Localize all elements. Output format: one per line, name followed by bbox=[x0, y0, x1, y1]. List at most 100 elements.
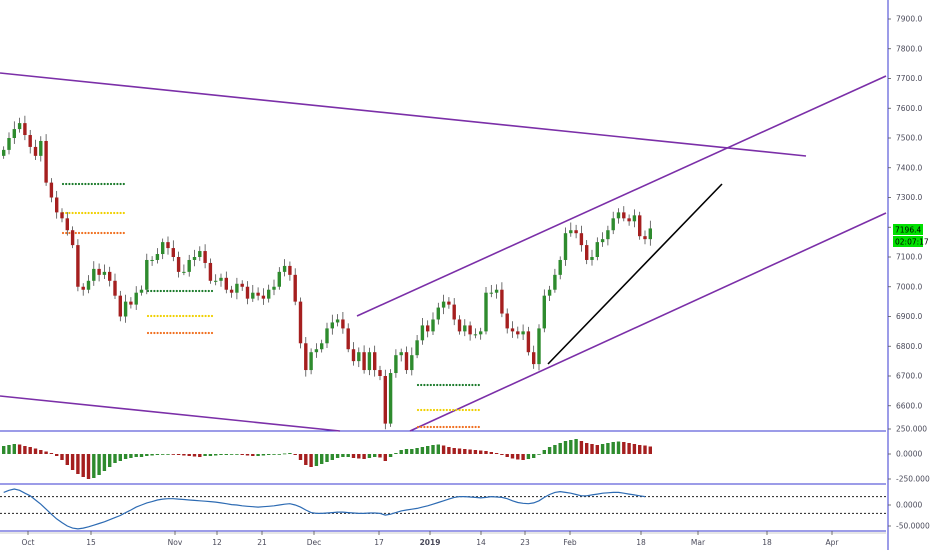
histogram-bar bbox=[595, 445, 599, 454]
date-tick-label: 12 bbox=[212, 538, 222, 547]
level-dot bbox=[461, 408, 464, 412]
histogram-bar bbox=[182, 454, 186, 456]
histogram-bar bbox=[378, 454, 382, 458]
candle bbox=[505, 313, 509, 329]
level-dots-green bbox=[146, 289, 214, 293]
price-tick-label: 6800.0 bbox=[896, 342, 922, 351]
price-axis[interactable]: 7900.0 7800.0 7700.0 7600.0 7500.0 7400.0 7300… bbox=[887, 0, 930, 550]
candle bbox=[17, 123, 22, 130]
histogram-bar bbox=[521, 454, 525, 460]
candle bbox=[611, 218, 615, 231]
histogram-bar bbox=[150, 454, 154, 456]
level-dot bbox=[103, 211, 106, 215]
level-dot bbox=[432, 425, 436, 429]
candle bbox=[65, 218, 69, 231]
histogram-bar bbox=[627, 443, 631, 454]
level-dot bbox=[122, 182, 125, 186]
candle bbox=[208, 262, 213, 281]
level-dot bbox=[210, 314, 214, 318]
hist-tick-label: 0.0000 bbox=[896, 450, 922, 459]
histogram-bar bbox=[314, 454, 319, 466]
histogram-bar bbox=[510, 454, 515, 459]
histogram-bar bbox=[245, 454, 250, 456]
candle bbox=[606, 230, 610, 240]
candle bbox=[436, 307, 440, 320]
histogram-bar bbox=[373, 454, 377, 457]
level-dot bbox=[81, 231, 84, 235]
candle bbox=[595, 242, 599, 257]
level-dot bbox=[416, 383, 420, 387]
date-axis[interactable]: Oct 15 Nov 12 21 Dec 17 2019 14 23 Feb 18 Mar 18 Apr bbox=[0, 531, 886, 547]
candle bbox=[192, 257, 197, 260]
level-dot bbox=[423, 408, 426, 412]
level-dot bbox=[113, 231, 116, 235]
level-dot bbox=[474, 408, 477, 412]
histogram-bar bbox=[420, 447, 425, 454]
candle bbox=[256, 292, 260, 296]
candle bbox=[272, 286, 276, 290]
price-tick-label: 7100.0 bbox=[896, 253, 922, 262]
level-dot bbox=[426, 425, 429, 429]
level-dot bbox=[77, 182, 81, 186]
price-tick-label: 6900.0 bbox=[896, 312, 922, 321]
date-tick-label: 2019 bbox=[420, 538, 441, 547]
histogram-bar bbox=[526, 454, 531, 459]
candle bbox=[394, 355, 398, 374]
candle bbox=[399, 352, 403, 356]
level-dot bbox=[445, 425, 448, 429]
level-dot bbox=[191, 289, 194, 293]
histogram-bar bbox=[277, 454, 281, 455]
candle bbox=[542, 295, 546, 329]
price-tick-label: 6600.0 bbox=[896, 401, 922, 410]
candle bbox=[161, 242, 165, 255]
level-dot bbox=[169, 331, 172, 335]
level-dot bbox=[448, 408, 452, 412]
candle bbox=[574, 230, 578, 234]
histogram-bar bbox=[516, 454, 520, 460]
histogram-bar bbox=[28, 447, 32, 454]
level-dot bbox=[471, 425, 474, 429]
level-dot bbox=[150, 331, 153, 335]
level-dot bbox=[146, 314, 150, 318]
histogram-bar bbox=[383, 454, 387, 461]
level-dot bbox=[109, 231, 113, 235]
candle bbox=[479, 331, 483, 335]
level-dot bbox=[429, 425, 432, 429]
histogram-bar bbox=[648, 446, 652, 454]
level-dot bbox=[178, 331, 182, 335]
candle bbox=[150, 259, 154, 261]
candle bbox=[282, 265, 287, 272]
histogram-bar bbox=[436, 444, 440, 454]
hist-tick-label: 250.000 bbox=[896, 425, 927, 434]
level-dot bbox=[477, 425, 480, 429]
level-dot bbox=[113, 182, 116, 186]
level-dots-green bbox=[416, 383, 480, 387]
level-dot bbox=[416, 425, 420, 429]
date-tick-label: 21 bbox=[257, 538, 267, 547]
level-dot bbox=[93, 231, 97, 235]
candle bbox=[76, 245, 80, 287]
level-dot bbox=[119, 231, 122, 235]
level-dot bbox=[458, 408, 461, 412]
level-dot bbox=[474, 383, 477, 387]
candle bbox=[463, 325, 467, 332]
level-dot bbox=[119, 211, 122, 215]
level-dot bbox=[191, 331, 194, 335]
candle bbox=[139, 289, 144, 293]
histogram-bar bbox=[214, 454, 218, 456]
level-dot bbox=[100, 182, 103, 186]
histogram-bar bbox=[325, 454, 329, 462]
histogram-bar bbox=[479, 450, 483, 454]
histogram-bar bbox=[574, 439, 578, 454]
histogram-bar bbox=[632, 444, 637, 454]
candle bbox=[182, 271, 186, 273]
level-dot bbox=[182, 314, 185, 318]
level-dot bbox=[116, 211, 119, 215]
level-dot bbox=[448, 425, 452, 429]
price-tick-label: 7400.0 bbox=[896, 163, 922, 172]
candle bbox=[102, 271, 107, 275]
level-dot bbox=[198, 314, 201, 318]
level-dot bbox=[100, 211, 103, 215]
level-dot bbox=[458, 425, 461, 429]
level-dot bbox=[71, 211, 74, 215]
